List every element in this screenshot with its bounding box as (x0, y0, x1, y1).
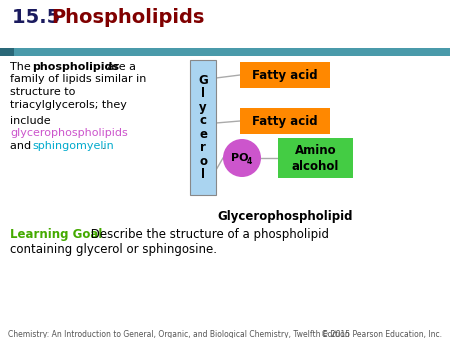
Text: .: . (102, 141, 106, 151)
FancyBboxPatch shape (190, 60, 216, 195)
Text: G
l
y
c
e
r
o
l: G l y c e r o l (198, 74, 208, 181)
Text: Chemistry: An Introduction to General, Organic, and Biological Chemistry, Twelft: Chemistry: An Introduction to General, O… (8, 330, 350, 338)
Text: sphingomyelin: sphingomyelin (32, 141, 114, 151)
Text: 15.5: 15.5 (12, 8, 74, 27)
Bar (0, 48, 14, 56)
Text: Learning Goal: Learning Goal (10, 228, 103, 241)
Text: family of lipids similar in: family of lipids similar in (10, 74, 146, 84)
FancyBboxPatch shape (240, 62, 330, 88)
Text: Phospholipids: Phospholipids (51, 8, 204, 27)
Text: containing glycerol or sphingosine.: containing glycerol or sphingosine. (10, 243, 217, 256)
Text: and: and (10, 141, 35, 151)
Text: glycerophospholipids: glycerophospholipids (10, 128, 128, 138)
Text: Glycerophospholipid: Glycerophospholipid (217, 210, 353, 223)
Bar (0, 48, 450, 56)
Text: triacylglycerols; they: triacylglycerols; they (10, 99, 127, 110)
Text: © 2015 Pearson Education, Inc.: © 2015 Pearson Education, Inc. (321, 330, 442, 338)
Text: Describe the structure of a phospholipid: Describe the structure of a phospholipid (87, 228, 329, 241)
Text: 4: 4 (247, 158, 252, 167)
Text: Amino
alcohol: Amino alcohol (292, 144, 339, 172)
Text: are a: are a (104, 62, 136, 72)
FancyBboxPatch shape (278, 138, 353, 178)
Text: The: The (10, 62, 34, 72)
Text: structure to: structure to (10, 87, 76, 97)
FancyBboxPatch shape (240, 108, 330, 134)
Text: include: include (10, 116, 50, 126)
Text: Fatty acid: Fatty acid (252, 69, 318, 81)
Text: phospholipids: phospholipids (32, 62, 119, 72)
Text: Fatty acid: Fatty acid (252, 115, 318, 127)
Circle shape (223, 139, 261, 177)
Text: PO: PO (231, 153, 249, 163)
